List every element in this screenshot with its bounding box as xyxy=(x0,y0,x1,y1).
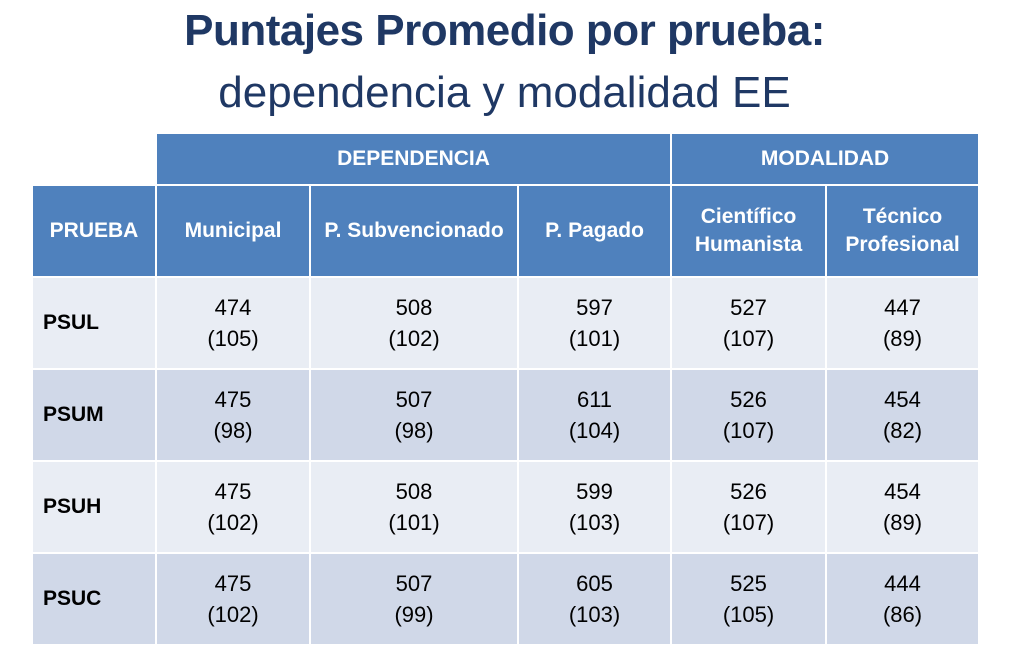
cell-sd: (98) xyxy=(213,418,253,443)
cell-sd: (102) xyxy=(388,326,440,351)
cell-sd: (103) xyxy=(568,510,621,535)
table-cell: 611 (104) xyxy=(516,368,673,462)
page-title: Puntajes Promedio por prueba: xyxy=(184,6,825,55)
column-header-tecnico-line2: Profesional xyxy=(845,233,960,256)
cell-value: 447 xyxy=(884,295,921,320)
cell-value: 525 xyxy=(730,571,767,596)
column-header-municipal: Municipal xyxy=(155,184,311,278)
table-cell: 508 (102) xyxy=(309,276,519,370)
cell-sd: (107) xyxy=(722,418,775,443)
cell-sd: (102) xyxy=(207,602,259,627)
table-row: PSUH 475 (102) 508 (101) 599 (103) 526 (107)… xyxy=(31,460,981,554)
column-header-row: PRUEBA Municipal P. Subvencionado P. Pag… xyxy=(31,184,981,278)
cell-value: 454 xyxy=(884,387,921,412)
table-cell: 526 (107) xyxy=(670,368,828,462)
row-label: PSUL xyxy=(31,276,157,370)
column-header-subvencionado: P. Subvencionado xyxy=(309,184,519,278)
column-header-cientifico-line2: Humanista xyxy=(694,233,803,256)
group-header-modalidad: MODALIDAD xyxy=(670,132,981,186)
cell-value: 599 xyxy=(576,479,613,504)
column-header-pagado: P. Pagado xyxy=(516,184,673,278)
table-row: PSUM 475 (98) 507 (98) 611 (104) 526 (107) 4… xyxy=(31,368,981,462)
cell-value: 508 xyxy=(395,479,433,504)
column-header-cientifico-humanista: Científico Humanista xyxy=(670,184,828,278)
cell-value: 527 xyxy=(730,295,767,320)
cell-value: 526 xyxy=(730,479,767,504)
table-cell: 444 (86) xyxy=(825,552,981,646)
table-cell: 507 (98) xyxy=(309,368,519,462)
column-header-tecnico-profesional: Técnico Profesional xyxy=(825,184,981,278)
cell-value: 507 xyxy=(395,387,433,412)
table-cell: 475 (102) xyxy=(155,460,311,554)
cell-value: 507 xyxy=(395,571,433,596)
table-cell: 475 (98) xyxy=(155,368,311,462)
cell-sd: (82) xyxy=(882,418,923,443)
cell-sd: (105) xyxy=(207,326,259,351)
cell-sd: (107) xyxy=(722,510,775,535)
table-cell: 526 (107) xyxy=(670,460,828,554)
table-cell: 475 (102) xyxy=(155,552,311,646)
cell-value: 597 xyxy=(576,295,613,320)
cell-sd: (103) xyxy=(568,602,621,627)
table-cell: 447 (89) xyxy=(825,276,981,370)
cell-sd: (105) xyxy=(722,602,775,627)
column-header-prueba: PRUEBA xyxy=(31,184,157,278)
cell-sd: (101) xyxy=(388,510,440,535)
cell-value: 444 xyxy=(884,571,921,596)
cell-sd: (86) xyxy=(882,602,923,627)
table-cell: 454 (89) xyxy=(825,460,981,554)
cell-value: 605 xyxy=(576,571,613,596)
cell-value: 475 xyxy=(214,479,252,504)
table-row: PSUC 475 (102) 507 (99) 605 (103) 525 (105) … xyxy=(31,552,981,646)
row-label: PSUC xyxy=(31,552,157,646)
cell-sd: (102) xyxy=(207,510,259,535)
cell-value: 508 xyxy=(395,295,433,320)
cell-sd: (89) xyxy=(882,326,923,351)
cell-value: 454 xyxy=(884,479,921,504)
table-row: PSUL 474 (105) 508 (102) 597 (101) 527 (107)… xyxy=(31,276,981,370)
cell-sd: (99) xyxy=(394,602,434,627)
table-cell: 597 (101) xyxy=(516,276,673,370)
cell-value: 475 xyxy=(214,571,252,596)
cell-value: 475 xyxy=(214,387,252,412)
group-header-dependencia: DEPENDENCIA xyxy=(154,132,673,186)
table-cell: 454 (82) xyxy=(825,368,981,462)
table-cell: 474 (105) xyxy=(155,276,311,370)
column-header-tecnico-line1: Técnico xyxy=(862,205,943,228)
cell-value: 474 xyxy=(214,295,252,320)
group-header-row: DEPENDENCIA MODALIDAD xyxy=(31,132,981,186)
cell-sd: (89) xyxy=(882,510,923,535)
cell-sd: (101) xyxy=(568,326,621,351)
cell-value: 611 xyxy=(576,387,613,412)
row-label: PSUH xyxy=(31,460,157,554)
row-label: PSUM xyxy=(31,368,157,462)
scores-table: DEPENDENCIA MODALIDAD PRUEBA Municipal P… xyxy=(31,132,981,646)
table-cell: 525 (105) xyxy=(670,552,828,646)
cell-sd: (104) xyxy=(568,418,621,443)
cell-value: 526 xyxy=(730,387,767,412)
table-cell: 508 (101) xyxy=(309,460,519,554)
cell-sd: (107) xyxy=(722,326,775,351)
page-subtitle: dependencia y modalidad EE xyxy=(218,68,791,117)
cell-sd: (98) xyxy=(394,418,434,443)
table-cell: 507 (99) xyxy=(309,552,519,646)
table-cell: 605 (103) xyxy=(516,552,673,646)
column-header-cientifico-line1: Científico xyxy=(700,205,797,228)
table-cell: 527 (107) xyxy=(670,276,828,370)
table-cell: 599 (103) xyxy=(516,460,673,554)
header-blank-cell xyxy=(31,132,157,186)
